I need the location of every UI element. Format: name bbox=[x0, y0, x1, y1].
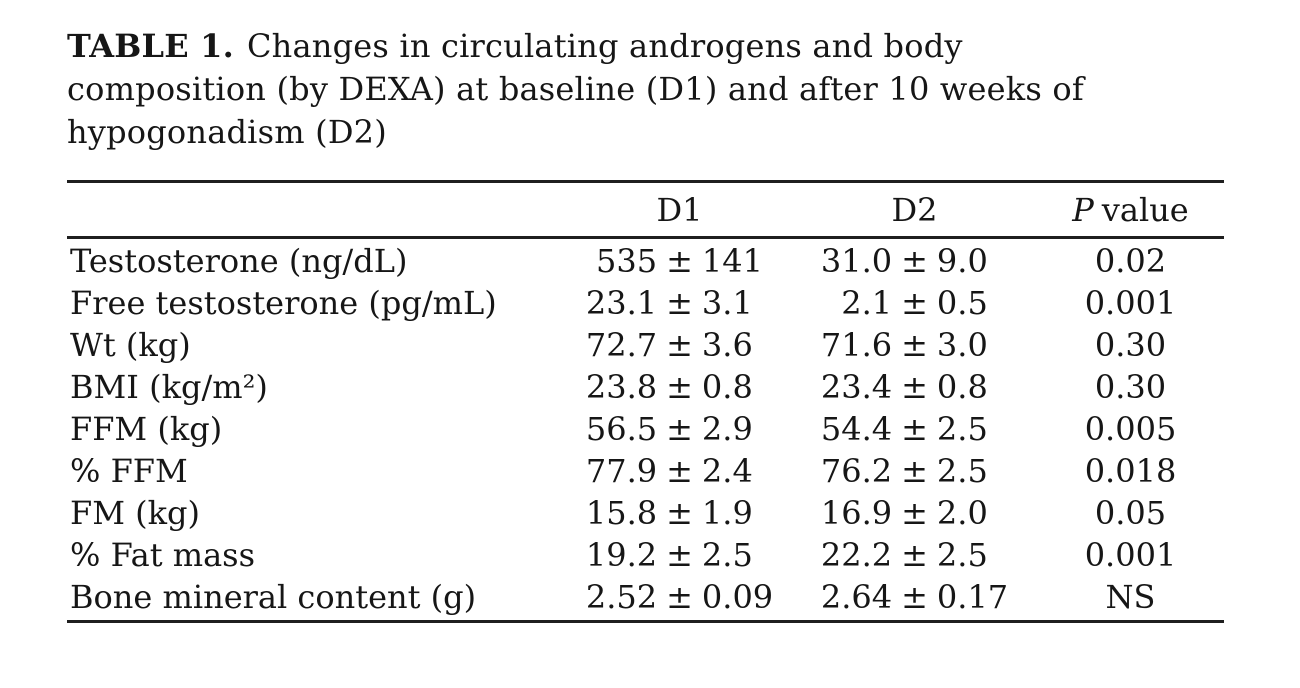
p-symbol: P bbox=[1072, 190, 1094, 229]
d2-value: 31.0 ±9.0 bbox=[820, 242, 988, 280]
p-value: NS bbox=[1105, 578, 1156, 616]
d2-value: 2.64 ±0.17 bbox=[820, 578, 1009, 616]
plus-minus: ± bbox=[666, 410, 693, 448]
column-header-d2: D2 bbox=[891, 190, 938, 229]
d2-value: 71.6 ±3.0 bbox=[820, 326, 988, 364]
table-row: % FFM 77.9 ±2.4 76.2 ±2.5 0.018 bbox=[67, 450, 1224, 492]
caption-line-2: composition (by DEXA) at baseline (D1) a… bbox=[67, 70, 1084, 108]
plus-minus: ± bbox=[666, 284, 693, 322]
table-row: Bone mineral content (g) 2.52 ±0.09 2.64 ±… bbox=[67, 576, 1224, 618]
table-number: TABLE 1. bbox=[67, 27, 234, 65]
row-label: FM (kg) bbox=[70, 494, 200, 532]
plus-minus: ± bbox=[666, 536, 693, 574]
plus-minus: ± bbox=[901, 326, 928, 364]
plus-minus: ± bbox=[666, 242, 693, 280]
p-value: 0.001 bbox=[1084, 536, 1177, 574]
plus-minus: ± bbox=[901, 242, 928, 280]
d1-value: 56.5 ±2.9 bbox=[585, 410, 753, 448]
table-row: Wt (kg) 72.7 ±3.6 71.6 ±3.0 0.30 bbox=[67, 324, 1224, 366]
p-value-word: value bbox=[1101, 190, 1189, 229]
table-row: FFM (kg) 56.5 ±2.9 54.4 ±2.5 0.005 bbox=[67, 408, 1224, 450]
table-header-rule bbox=[67, 236, 1224, 239]
row-label: BMI (kg/m²) bbox=[70, 368, 268, 406]
row-label: Free testosterone (pg/mL) bbox=[70, 284, 497, 322]
row-label: Wt (kg) bbox=[70, 326, 191, 364]
d2-value: 22.2 ±2.5 bbox=[820, 536, 988, 574]
plus-minus: ± bbox=[901, 536, 928, 574]
table-row: BMI (kg/m²) 23.8 ±0.8 23.4 ±0.8 0.30 bbox=[67, 366, 1224, 408]
d1-value: 2.52 ±0.09 bbox=[585, 578, 774, 616]
p-value: 0.005 bbox=[1084, 410, 1177, 448]
table-caption: TABLE 1. Changes in circulating androgens… bbox=[67, 25, 1224, 154]
table-top-rule bbox=[67, 180, 1224, 183]
d1-value: 23.8 ±0.8 bbox=[585, 368, 753, 406]
plus-minus: ± bbox=[666, 326, 693, 364]
row-label: FFM (kg) bbox=[70, 410, 223, 448]
d1-value: 23.1 ±3.1 bbox=[585, 284, 753, 322]
column-header-d1: D1 bbox=[656, 190, 703, 229]
p-value: 0.05 bbox=[1094, 494, 1167, 532]
d2-value: 16.9 ±2.0 bbox=[820, 494, 988, 532]
plus-minus: ± bbox=[901, 410, 928, 448]
plus-minus: ± bbox=[901, 452, 928, 490]
d1-value: 72.7 ±3.6 bbox=[585, 326, 753, 364]
d2-value: 23.4 ±0.8 bbox=[820, 368, 988, 406]
p-value: 0.30 bbox=[1094, 368, 1167, 406]
d2-value: 54.4 ±2.5 bbox=[820, 410, 988, 448]
caption-line-1: TABLE 1. Changes in circulating androgens… bbox=[67, 25, 1224, 68]
caption-line-3: hypogonadism (D2) bbox=[67, 113, 387, 151]
p-value: 0.30 bbox=[1094, 326, 1167, 364]
d2-value: 2.1 ±0.5 bbox=[841, 284, 988, 322]
row-label: % Fat mass bbox=[70, 536, 255, 574]
table-row: % Fat mass 19.2 ±2.5 22.2 ±2.5 0.001 bbox=[67, 534, 1224, 576]
table-row: Free testosterone (pg/mL) 23.1 ±3.1 2.1 ±0… bbox=[67, 282, 1224, 324]
plus-minus: ± bbox=[666, 452, 693, 490]
d1-value: 535 ±141 bbox=[596, 242, 763, 280]
table-bottom-rule bbox=[67, 620, 1224, 623]
table-body: Testosterone (ng/dL) 535 ±141 31.0 ±9.0 0.… bbox=[67, 239, 1224, 620]
d1-value: 19.2 ±2.5 bbox=[585, 536, 753, 574]
d1-value: 77.9 ±2.4 bbox=[585, 452, 753, 490]
row-label: % FFM bbox=[70, 452, 188, 490]
plus-minus: ± bbox=[901, 284, 928, 322]
plus-minus: ± bbox=[901, 368, 928, 406]
table-row: FM (kg) 15.8 ±1.9 16.9 ±2.0 0.05 bbox=[67, 492, 1224, 534]
table-row: Testosterone (ng/dL) 535 ±141 31.0 ±9.0 0.… bbox=[67, 240, 1224, 282]
row-label: Bone mineral content (g) bbox=[70, 578, 477, 616]
p-value: 0.018 bbox=[1084, 452, 1177, 490]
p-value: 0.001 bbox=[1084, 284, 1177, 322]
plus-minus: ± bbox=[901, 494, 928, 532]
plus-minus: ± bbox=[666, 494, 693, 532]
plus-minus: ± bbox=[666, 578, 693, 616]
plus-minus: ± bbox=[666, 368, 693, 406]
d1-value: 15.8 ±1.9 bbox=[585, 494, 753, 532]
plus-minus: ± bbox=[901, 578, 928, 616]
row-label: Testosterone (ng/dL) bbox=[70, 242, 408, 280]
d2-value: 76.2 ±2.5 bbox=[820, 452, 988, 490]
caption-text-1: Changes in circulating androgens and bod… bbox=[246, 27, 963, 65]
p-value: 0.02 bbox=[1094, 242, 1167, 280]
